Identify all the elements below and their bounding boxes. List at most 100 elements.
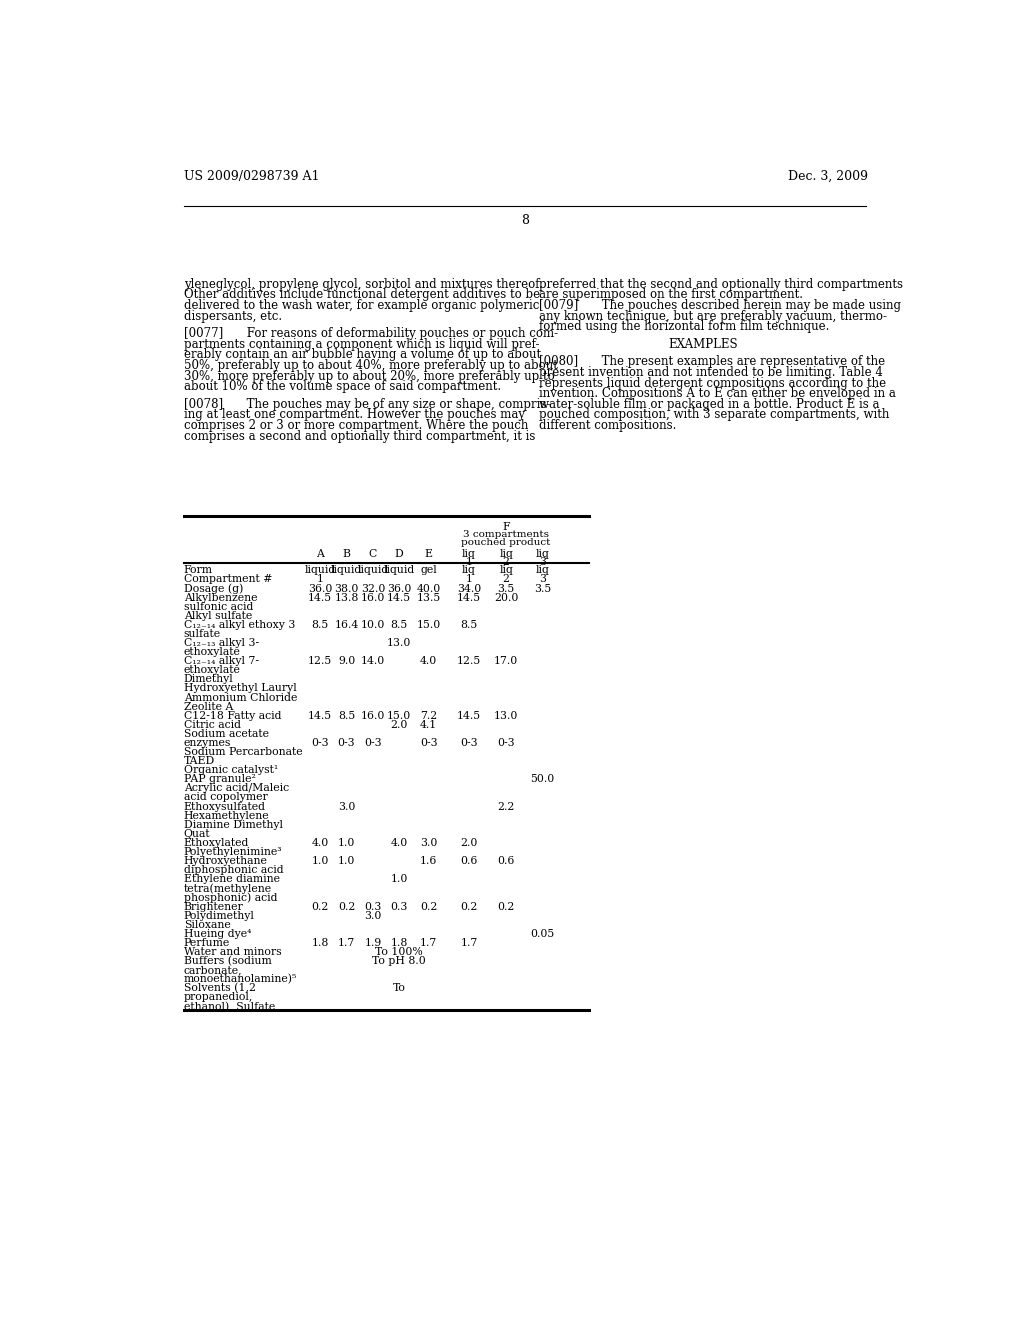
Text: represents liquid detergent compositions according to the: represents liquid detergent compositions… [539,376,886,389]
Text: C₁₂₋₁₃ alkyl 3-: C₁₂₋₁₃ alkyl 3- [183,638,259,648]
Text: E: E [425,549,433,558]
Text: Other additives include functional detergent additives to be: Other additives include functional deter… [183,288,540,301]
Text: liquid: liquid [357,565,388,576]
Text: US 2009/0298739 A1: US 2009/0298739 A1 [183,170,319,183]
Text: To: To [393,983,406,994]
Text: 12.5: 12.5 [457,656,481,667]
Text: Sodium acetate: Sodium acetate [183,729,268,739]
Text: 2.2: 2.2 [498,801,515,812]
Text: 7.2: 7.2 [420,710,437,721]
Text: 1.7: 1.7 [461,939,477,948]
Text: [0077]  For reasons of deformability pouches or pouch com-: [0077] For reasons of deformability pouc… [183,327,558,341]
Text: 16.4: 16.4 [335,620,358,630]
Text: comprises 2 or 3 or more compartment. Where the pouch: comprises 2 or 3 or more compartment. Wh… [183,418,528,432]
Text: Hydroxyethane: Hydroxyethane [183,857,267,866]
Text: pouched product: pouched product [461,539,551,546]
Text: 0.05: 0.05 [530,929,555,939]
Text: [0080]  The present examples are representative of the: [0080] The present examples are represen… [539,355,885,368]
Text: sulfonic acid: sulfonic acid [183,602,253,611]
Text: 1: 1 [316,574,324,585]
Text: Hydroxyethyl Lauryl: Hydroxyethyl Lauryl [183,684,297,693]
Text: Organic catalyst¹: Organic catalyst¹ [183,766,279,775]
Text: 2.0: 2.0 [461,838,477,847]
Text: 14.5: 14.5 [308,593,332,603]
Text: 38.0: 38.0 [335,583,358,594]
Text: liq: liq [500,549,513,558]
Text: 12.5: 12.5 [308,656,333,667]
Text: To 100%: To 100% [376,946,423,957]
Text: 14.5: 14.5 [308,710,332,721]
Text: ing at least one compartment. However the pouches may: ing at least one compartment. However th… [183,408,524,421]
Text: [0079]  The pouches described herein may be made using: [0079] The pouches described herein may … [539,300,901,312]
Text: C₁₂₋₁₄ alkyl 7-: C₁₂₋₁₄ alkyl 7- [183,656,259,667]
Text: partments containing a component which is liquid will pref-: partments containing a component which i… [183,338,540,351]
Text: are superimposed on the first compartment.: are superimposed on the first compartmen… [539,288,803,301]
Text: acid copolymer: acid copolymer [183,792,267,803]
Text: gel: gel [420,565,437,576]
Text: any known technique, but are preferably vacuum, thermo-: any known technique, but are preferably … [539,310,887,322]
Text: 0-3: 0-3 [498,738,515,748]
Text: liq: liq [536,549,550,558]
Text: diphosphonic acid: diphosphonic acid [183,865,284,875]
Text: To pH 8.0: To pH 8.0 [373,956,426,966]
Text: 0-3: 0-3 [420,738,437,748]
Text: TAED: TAED [183,756,215,766]
Text: sulfate: sulfate [183,628,221,639]
Text: 0.6: 0.6 [498,857,515,866]
Text: 0-3: 0-3 [460,738,478,748]
Text: 0.6: 0.6 [461,857,477,866]
Text: 9.0: 9.0 [338,656,355,667]
Text: enzymes: enzymes [183,738,231,748]
Text: liquid: liquid [384,565,415,576]
Text: 50%, preferably up to about 40%, more preferably up to about: 50%, preferably up to about 40%, more pr… [183,359,558,372]
Text: 13.8: 13.8 [335,593,358,603]
Text: 1.6: 1.6 [420,857,437,866]
Text: 1: 1 [466,557,472,568]
Text: Alkylbenzene: Alkylbenzene [183,593,257,603]
Text: liq: liq [536,565,550,576]
Text: 36.0: 36.0 [387,583,412,594]
Text: 10.0: 10.0 [360,620,385,630]
Text: 0.3: 0.3 [390,902,408,912]
Text: liq: liq [500,565,513,576]
Text: 1.8: 1.8 [390,939,408,948]
Text: Form: Form [183,565,213,576]
Text: carbonate,: carbonate, [183,965,243,975]
Text: invention. Compositions A to E can either be enveloped in a: invention. Compositions A to E can eithe… [539,387,896,400]
Text: 4.1: 4.1 [420,719,437,730]
Text: 8.5: 8.5 [311,620,329,630]
Text: 16.0: 16.0 [360,710,385,721]
Text: phosphonic) acid: phosphonic) acid [183,892,278,903]
Text: propanediol,: propanediol, [183,993,253,1002]
Text: 32.0: 32.0 [360,583,385,594]
Text: D: D [395,549,403,558]
Text: Water and minors: Water and minors [183,946,282,957]
Text: about 10% of the volume space of said compartment.: about 10% of the volume space of said co… [183,380,501,393]
Text: 40.0: 40.0 [417,583,440,594]
Text: preferred that the second and optionally third compartments: preferred that the second and optionally… [539,277,903,290]
Text: 15.0: 15.0 [387,710,412,721]
Text: liquid: liquid [304,565,336,576]
Text: Solvents (1,2: Solvents (1,2 [183,983,256,994]
Text: Dosage (g): Dosage (g) [183,583,243,594]
Text: Quat: Quat [183,829,210,838]
Text: 0-3: 0-3 [338,738,355,748]
Text: present invention and not intended to be limiting. Table 4: present invention and not intended to be… [539,366,883,379]
Text: C12-18 Fatty acid: C12-18 Fatty acid [183,710,282,721]
Text: liq: liq [462,565,476,576]
Text: 0.2: 0.2 [311,902,329,912]
Text: 15.0: 15.0 [417,620,440,630]
Text: 0.3: 0.3 [365,902,382,912]
Text: F: F [502,521,510,532]
Text: 4.0: 4.0 [420,656,437,667]
Text: 2: 2 [503,574,510,585]
Text: comprises a second and optionally third compartment, it is: comprises a second and optionally third … [183,430,536,442]
Text: 3.0: 3.0 [420,838,437,847]
Text: C₁₂₋₁₄ alkyl ethoxy 3: C₁₂₋₁₄ alkyl ethoxy 3 [183,620,295,630]
Text: Polydimethyl: Polydimethyl [183,911,255,920]
Text: 3.0: 3.0 [338,801,355,812]
Text: 50.0: 50.0 [530,775,555,784]
Text: erably contain an air bubble having a volume of up to about: erably contain an air bubble having a vo… [183,348,541,362]
Text: 0.2: 0.2 [498,902,515,912]
Text: tetra(methylene: tetra(methylene [183,883,272,894]
